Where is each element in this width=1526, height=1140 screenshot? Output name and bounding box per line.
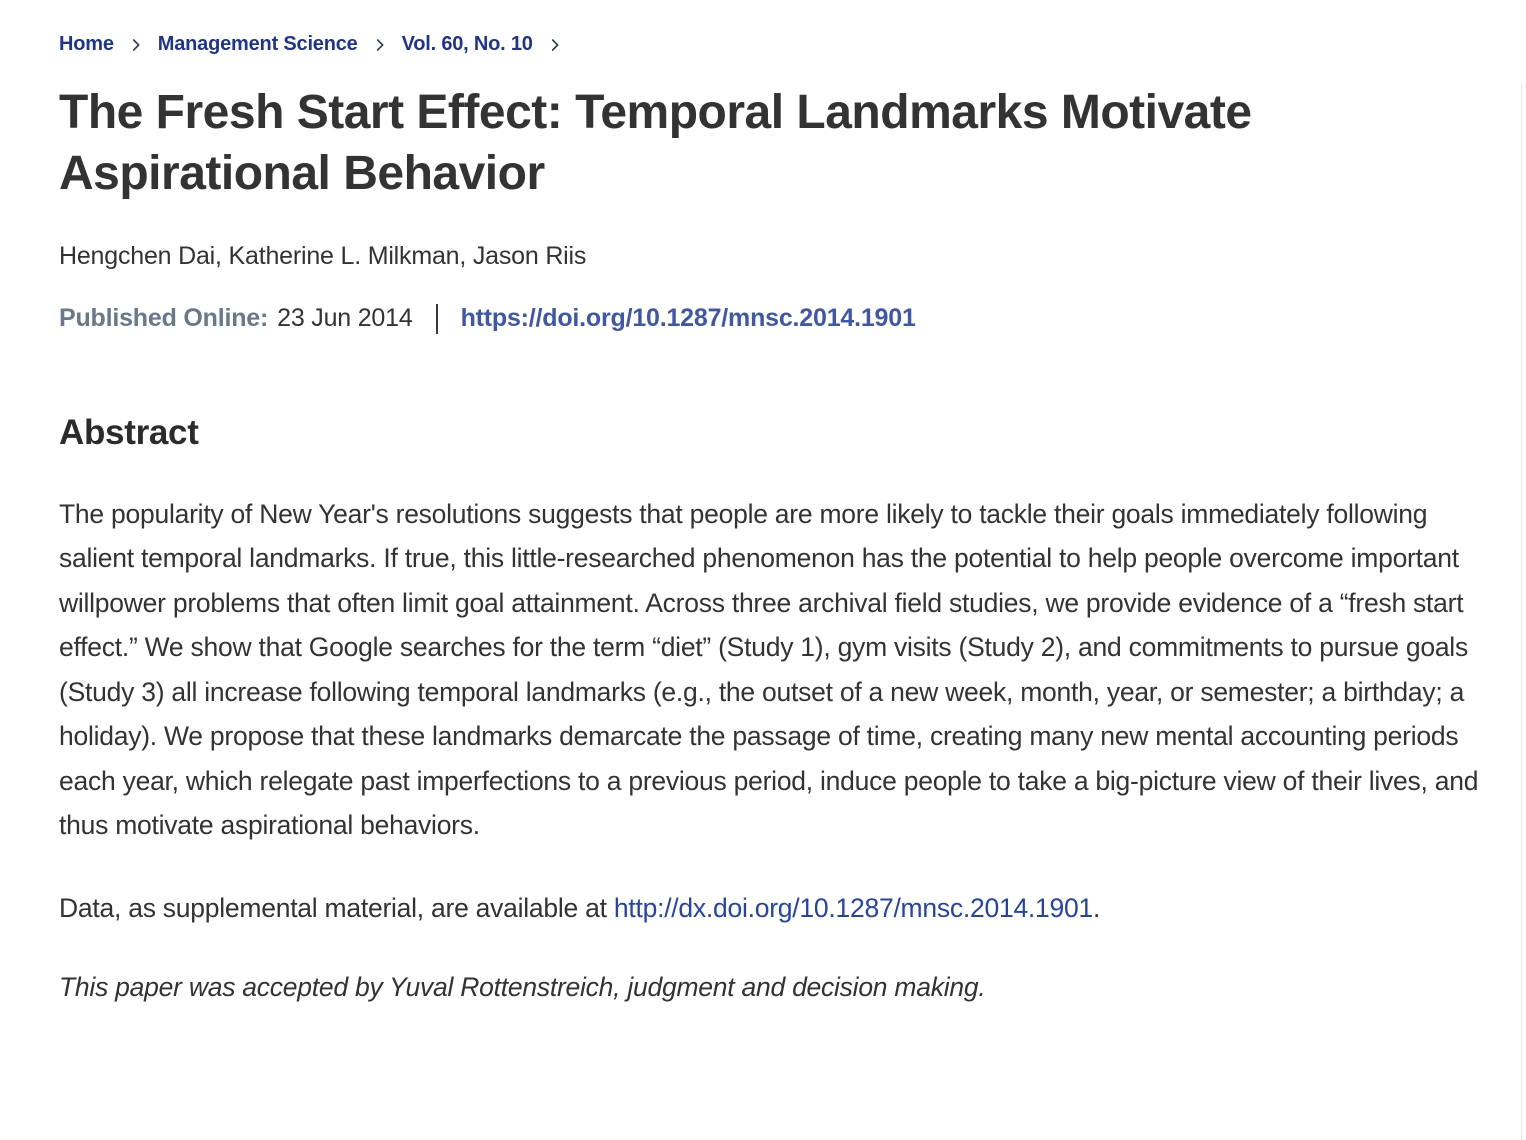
abstract-body: The popularity of New Year's resolutions… <box>59 498 1479 841</box>
doi-link[interactable]: https://doi.org/10.1287/mnsc.2014.1901 <box>460 304 916 333</box>
abstract-heading: Abstract <box>59 412 199 452</box>
chevron-right-icon <box>128 37 144 53</box>
supplemental-data-link[interactable]: http://dx.doi.org/10.1287/mnsc.2014.1901 <box>613 892 1093 923</box>
published-date: 23 Jun 2014 <box>277 304 413 333</box>
data-availability-period: . <box>1093 892 1101 923</box>
author-separator: , <box>215 241 229 270</box>
data-availability-text: Data, as supplemental material, are avai… <box>59 892 614 923</box>
breadcrumb-item-issue[interactable]: Vol. 60, No. 10 <box>401 33 533 55</box>
page-title: The Fresh Start Effect: Temporal Landmar… <box>59 86 1252 200</box>
author-list: Hengchen Dai, Katherine L. Milkman, Jaso… <box>59 242 1490 271</box>
author-separator: , <box>459 241 473 270</box>
breadcrumb-item-home[interactable]: Home <box>59 33 114 55</box>
adjacent-panel-edge <box>1521 85 1526 1140</box>
breadcrumb-item-journal[interactable]: Management Science <box>157 33 358 55</box>
acceptance-note: This paper was accepted by Yuval Rottens… <box>59 972 986 1003</box>
author-link[interactable]: Jason Riis <box>472 241 587 270</box>
abstract-section: Abstract The popularity of New Year's re… <box>59 413 1490 1010</box>
divider <box>435 303 438 334</box>
data-availability: Data, as supplemental material, are avai… <box>59 886 1490 931</box>
chevron-right-icon <box>372 37 388 53</box>
author-link[interactable]: Katherine L. Milkman <box>228 241 460 270</box>
published-online-label: Published Online: <box>59 304 269 333</box>
chevron-right-icon[interactable] <box>547 37 563 53</box>
publication-info-row: Published Online: 23 Jun 2014 https://do… <box>59 303 1490 334</box>
breadcrumb: Home Management Science Vol. 60, No. 10 <box>59 33 1490 56</box>
author-link[interactable]: Hengchen Dai <box>59 241 216 270</box>
